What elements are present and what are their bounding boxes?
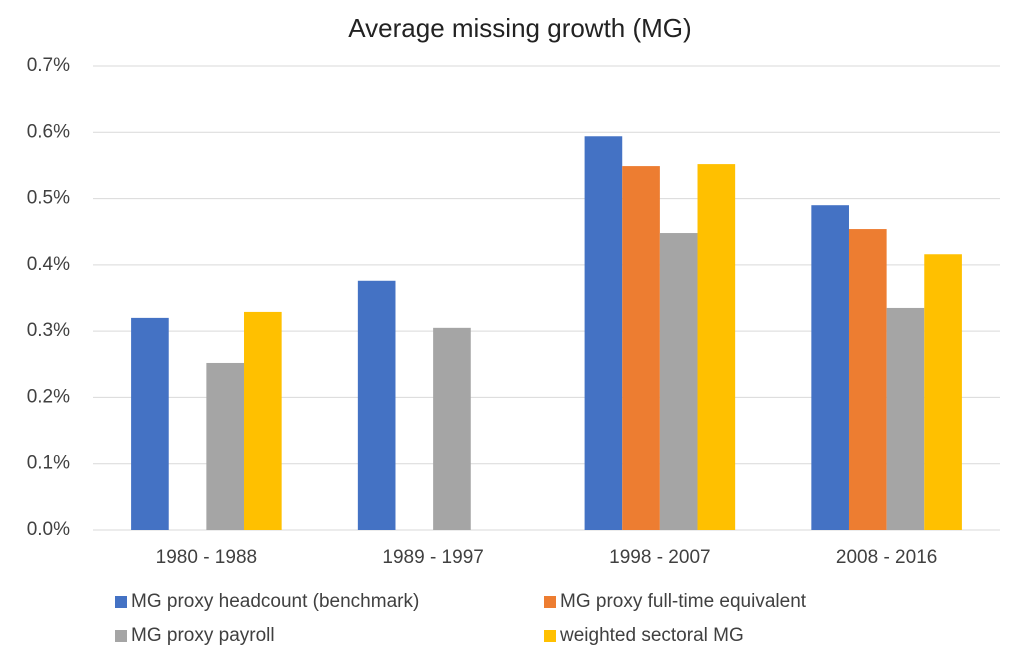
legend-label: MG proxy payroll (131, 625, 275, 646)
bar (131, 317, 169, 530)
bar (584, 136, 623, 530)
bar (206, 362, 245, 530)
bar (244, 311, 282, 530)
legend-label: MG proxy full-time equivalent (560, 591, 807, 612)
y-tick-label: 0.1% (27, 453, 70, 474)
y-tick-label: 0.5% (27, 188, 70, 209)
bar (811, 205, 849, 530)
y-tick-label: 0.4% (27, 254, 70, 275)
y-tick-label: 0.3% (27, 320, 70, 341)
bar (848, 229, 887, 530)
bar (622, 166, 660, 530)
x-tick-label: 2008 - 2016 (836, 547, 937, 568)
bar (924, 254, 962, 530)
x-tick-label: 1998 - 2007 (609, 547, 710, 568)
bar (697, 164, 736, 531)
bar (357, 280, 396, 530)
x-tick-label: 1989 - 1997 (382, 547, 483, 568)
y-tick-label: 0.0% (27, 519, 70, 540)
bar (886, 307, 925, 530)
legend-swatch (115, 596, 127, 608)
chart-title: Average missing growth (MG) (348, 13, 691, 43)
y-tick-label: 0.2% (27, 386, 70, 407)
y-tick-label: 0.6% (27, 121, 70, 142)
x-tick-label: 1980 - 1988 (156, 547, 257, 568)
legend-swatch (544, 630, 556, 642)
legend-swatch (115, 630, 127, 642)
bar (659, 233, 698, 531)
legend-label: MG proxy headcount (benchmark) (131, 591, 419, 612)
bar (433, 327, 471, 530)
y-tick-label: 0.7% (27, 55, 70, 76)
legend-swatch (544, 596, 556, 608)
legend-label: weighted sectoral MG (559, 625, 744, 646)
